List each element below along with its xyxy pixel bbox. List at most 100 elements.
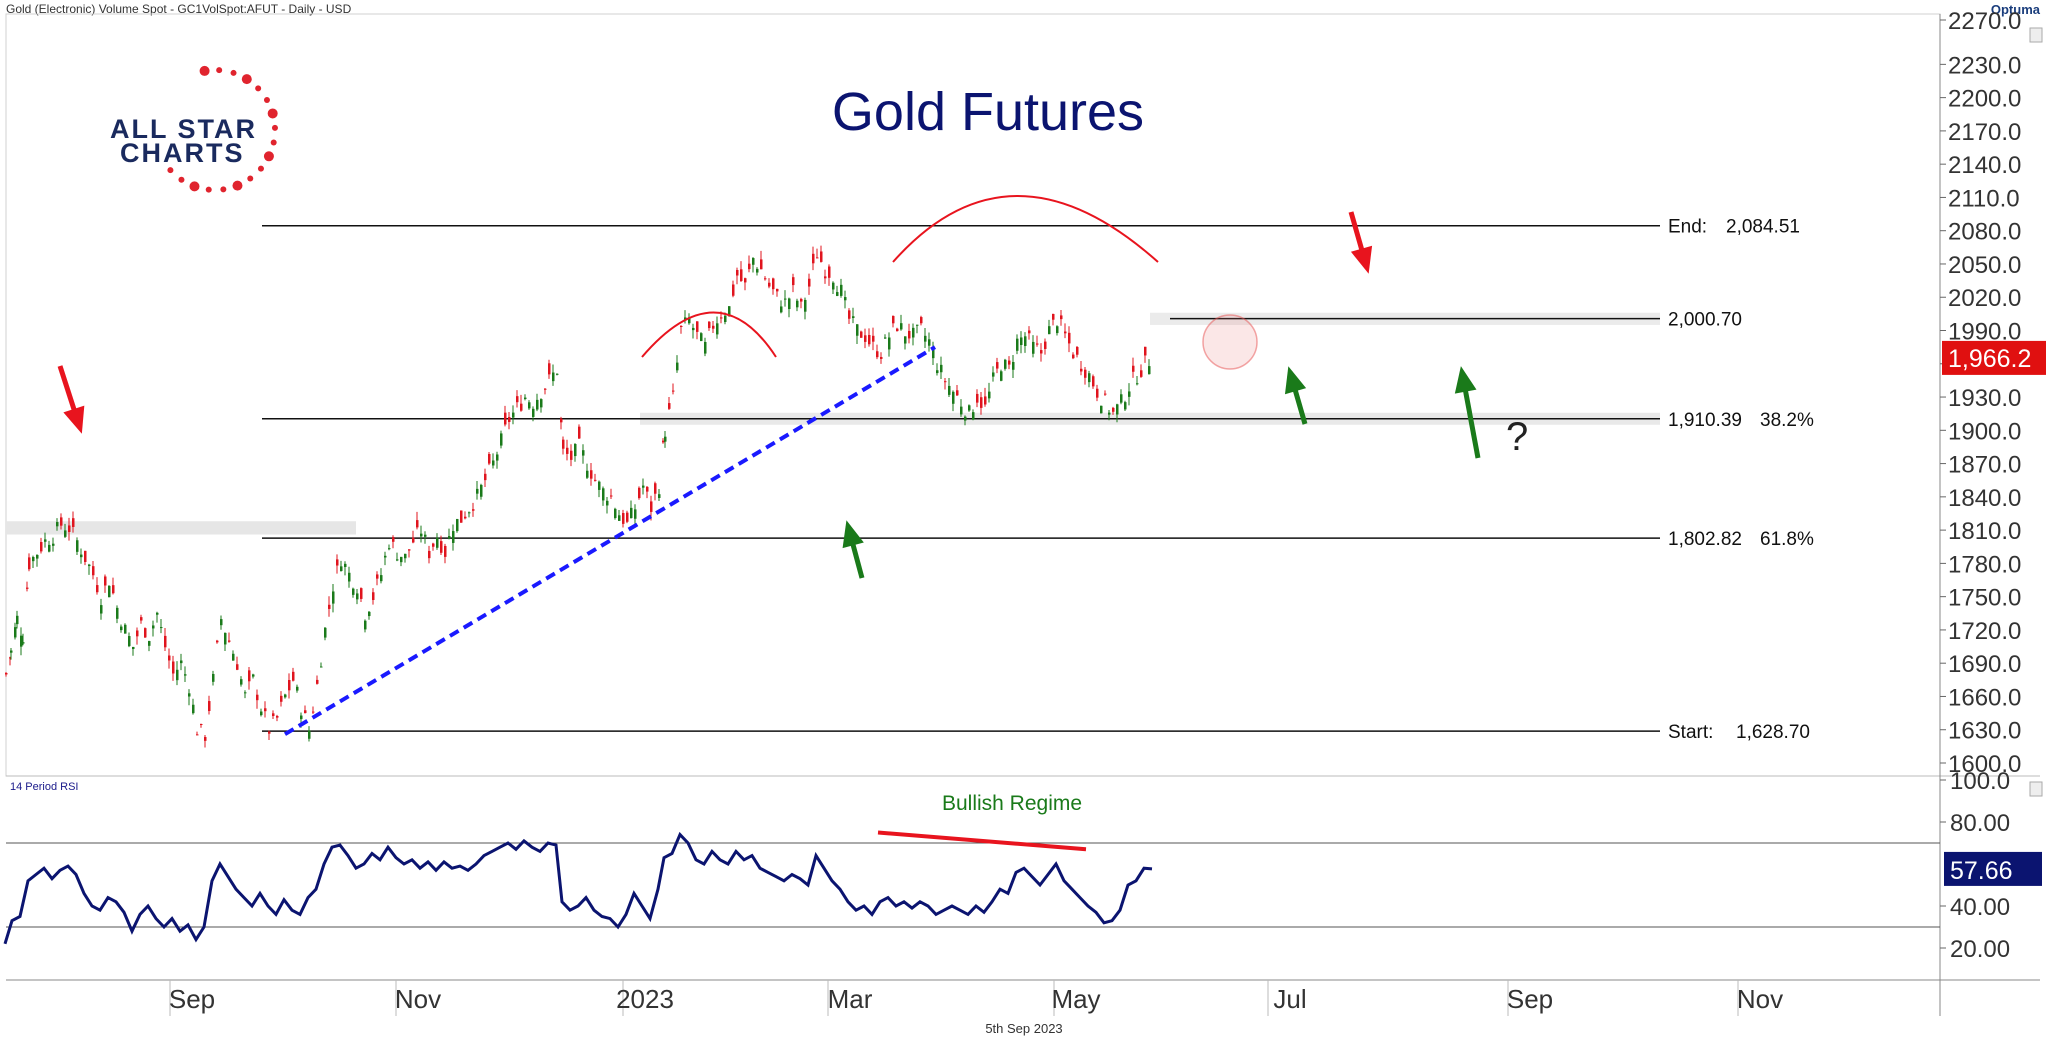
candle-body <box>582 450 585 456</box>
y-tick-label: 2140.0 <box>1948 152 2021 179</box>
candle-body <box>164 635 167 648</box>
candle-body <box>108 585 111 598</box>
lock-icon[interactable] <box>2029 27 2043 43</box>
red-arrow-2-head <box>1350 245 1373 274</box>
candle-body <box>1004 359 1007 369</box>
candle-body <box>732 284 735 296</box>
candle-body <box>820 251 823 262</box>
candle-body <box>602 488 605 501</box>
x-tick-label: 2023 <box>616 984 674 1014</box>
candle-body <box>804 299 807 312</box>
candle-body <box>764 278 767 280</box>
candle-body <box>116 607 119 619</box>
rsi-last-value: 57.66 <box>1950 857 2013 885</box>
candle-body <box>444 545 447 557</box>
candle-body <box>428 550 431 559</box>
candle-body <box>638 487 641 499</box>
fib-percent: 61.8% <box>1760 529 1814 550</box>
candle-body <box>928 339 931 346</box>
candle-body <box>516 396 519 403</box>
candle-body <box>300 715 303 720</box>
candle-body <box>296 686 299 691</box>
candle-body <box>618 515 621 521</box>
candle-body <box>824 276 827 279</box>
candle-body <box>1120 394 1123 403</box>
candle-body <box>532 408 535 417</box>
candle-body <box>392 537 395 542</box>
last-price-badge <box>1942 340 2046 375</box>
logo-star <box>178 176 185 183</box>
rsi-tick-label: 100.0 <box>1950 768 2010 795</box>
x-tick-label: Mar <box>828 984 873 1014</box>
candle-body <box>570 450 573 460</box>
logo-star <box>216 67 223 74</box>
rsi-lock-icon[interactable] <box>2029 781 2043 797</box>
candle-body <box>100 605 103 614</box>
x-tick-label: May <box>1051 984 1100 1014</box>
logo-star <box>232 180 243 191</box>
candle-body <box>900 323 903 330</box>
candle-body <box>688 317 691 324</box>
candle-body <box>276 716 279 718</box>
red-arrow-1-head <box>63 405 85 434</box>
bullish-regime-label: Bullish Regime <box>942 792 1082 815</box>
candle-body <box>76 540 79 552</box>
candle-body <box>512 412 515 418</box>
candle-body <box>642 485 645 488</box>
candle-body <box>968 405 971 411</box>
candle-body <box>664 436 667 442</box>
y-tick-label: 2050.0 <box>1948 252 2021 279</box>
candle-body <box>1024 336 1027 346</box>
candle-body <box>304 710 307 714</box>
candle-body <box>488 453 491 464</box>
fibonacci-levels: End: 2,084.51 2,000.70 1,910.39 38.2% 1,802.8… <box>262 217 1814 743</box>
candle-body <box>368 611 371 617</box>
logo-star <box>267 108 278 119</box>
candle-body <box>1112 407 1115 412</box>
candle-body <box>524 397 527 400</box>
logo-line2: CHARTS <box>120 138 245 168</box>
candle-body <box>844 297 847 301</box>
candle-body <box>40 542 43 552</box>
footer-date: 5th Sep 2023 <box>985 1021 1063 1036</box>
candle-body <box>932 348 935 359</box>
candle-body <box>566 447 569 454</box>
candle-body <box>696 321 699 332</box>
candle-body <box>828 266 831 278</box>
candle-body <box>440 541 443 553</box>
candle-body <box>160 627 163 629</box>
candle-body <box>28 557 31 570</box>
candle-body <box>1032 341 1035 354</box>
candle-body <box>704 341 707 354</box>
logo-star <box>270 139 277 146</box>
candle-body <box>452 531 455 543</box>
fib-value: 2,000.70 <box>1668 310 1742 331</box>
fib-value: 1,628.70 <box>1736 722 1810 743</box>
candle-body <box>504 412 507 425</box>
rsi-divergence-line <box>877 830 1087 852</box>
candle-body <box>244 692 247 694</box>
candle-body <box>912 327 915 338</box>
candle-body <box>500 433 503 446</box>
x-tick-label: Nov <box>1737 984 1783 1014</box>
candle-body <box>752 258 755 265</box>
x-tick-label: Sep <box>169 984 215 1014</box>
candle-body <box>586 470 589 478</box>
y-tick-label: 2080.0 <box>1948 219 2021 246</box>
candle-body <box>268 731 271 734</box>
candle-body <box>992 372 995 377</box>
candle-body <box>634 509 637 519</box>
candle-body <box>336 559 339 566</box>
candle-body <box>614 508 617 519</box>
candle-body <box>404 553 407 559</box>
candle-body <box>228 640 231 642</box>
candle-body <box>760 259 763 270</box>
candle-body <box>72 518 75 527</box>
candle-body <box>574 443 577 457</box>
candle-body <box>848 310 851 319</box>
logo-star <box>263 97 270 103</box>
candle-body <box>876 351 879 358</box>
all-star-charts-logo: ALL STAR CHARTS <box>110 65 278 193</box>
candle-body <box>1044 341 1047 349</box>
